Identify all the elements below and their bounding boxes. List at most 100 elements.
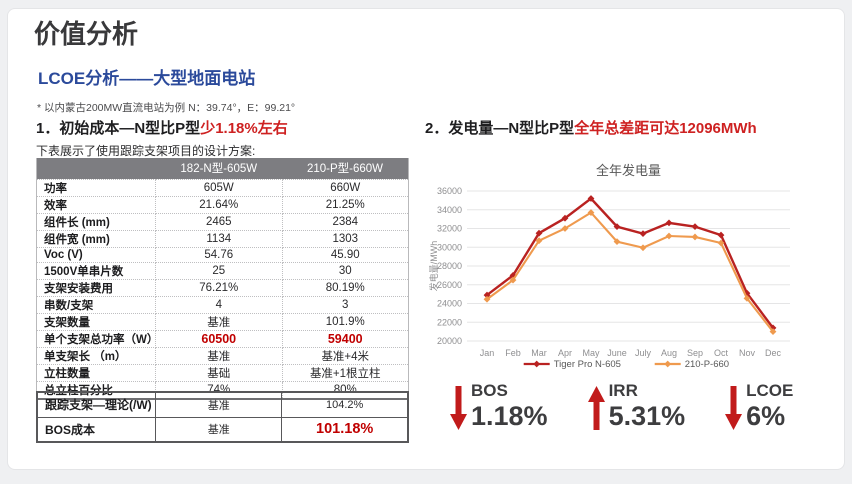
value-cell: 54.76 — [155, 246, 283, 264]
value-cell: 基准+1根立柱 — [281, 364, 409, 383]
value-cell: 76.21% — [155, 279, 283, 298]
value-cell: 21.64% — [155, 195, 283, 214]
data-point-marker — [613, 223, 621, 231]
table-row: 单个支架总功率（W） 60500 59400 — [35, 330, 409, 349]
section-1-heading-highlight: 少1.18%左右 — [200, 120, 288, 137]
table-row: 串数/支架 4 3 — [35, 296, 409, 315]
lcoe-subtitle: LCOE分析——大型地面电站 — [38, 69, 256, 88]
spec-table: 182-N型-605W 210-P型-660W 功率 605W 660W 效率 21.64… — [35, 158, 409, 401]
cost-table: 跟踪支架—理论(/W) 基准 104.2% BOS成本 基准 101.18% — [36, 391, 409, 443]
legend-label: Tiger Pro N-605 — [554, 359, 621, 370]
row-label-cell: 效率 — [35, 195, 157, 214]
down-arrow-icon — [725, 386, 743, 430]
legend-marker — [533, 360, 541, 368]
series-line — [486, 196, 774, 329]
column-header: 182-N型-605W — [155, 158, 282, 179]
value-cell: 45.90 — [281, 246, 409, 264]
y-axis-label: 发电量/MWh — [428, 241, 439, 292]
data-point-marker — [535, 229, 543, 237]
table-row: Voc (V) 54.76 45.90 — [35, 246, 409, 264]
location-note: * 以内蒙古200MW直流电站为例 N：39.74°，E：99.21° — [37, 102, 296, 114]
y-tick-label: 24000 — [437, 299, 462, 309]
x-tick-label: July — [635, 348, 652, 358]
table-row: 1500V单串片数 25 30 — [35, 262, 409, 281]
section-2-heading-prefix: 2．发电量—N型比P型 — [425, 120, 575, 137]
table-row: BOS成本 基准 101.18% — [36, 416, 409, 443]
value-cell: 21.25% — [281, 195, 409, 214]
value-cell: 2465 — [155, 212, 283, 231]
data-point-marker — [691, 233, 699, 241]
table-row: 单支架长 （m） 基准 基准+4米 — [35, 347, 409, 366]
legend-marker — [664, 360, 672, 368]
y-tick-label: 30000 — [437, 242, 462, 252]
data-point-marker — [743, 294, 751, 302]
line-chart-svg: 全年发电量 20000 22000 24000 26000 28000 30000 32000… — [428, 163, 790, 370]
value-cell: 基准 — [155, 391, 283, 418]
spec-table-body: 功率 605W 660W 效率 21.64% 21.25% 组件长 (mm) 2465 2384… — [35, 178, 409, 400]
row-label-cell: 跟踪支架—理论(/W) — [36, 391, 157, 418]
section-2-heading-highlight: 全年总差距可达12096MWh — [574, 120, 757, 137]
table-row: 功率 605W 660W — [35, 178, 409, 197]
annual-generation-chart: 全年发电量 20000 22000 24000 26000 28000 30000 32000… — [425, 158, 805, 376]
column-header: 210-P型-660W — [282, 158, 409, 179]
metric-lcoe: LCOE 6% — [725, 381, 793, 432]
value-cell: 4 — [155, 296, 283, 315]
data-point-marker — [769, 328, 777, 336]
row-label-cell: 支架数量 — [35, 313, 157, 332]
data-point-marker — [613, 238, 621, 246]
data-point-marker — [769, 324, 777, 332]
data-point-marker — [717, 239, 725, 247]
data-point-marker — [717, 231, 725, 239]
x-tick-label: Sep — [687, 348, 703, 358]
table-row: 支架安装费用 76.21% 80.19% — [35, 279, 409, 298]
data-point-marker — [587, 195, 595, 202]
value-cell: 基准 — [155, 347, 283, 366]
data-point-marker — [509, 271, 517, 279]
data-point-marker — [691, 223, 699, 231]
value-cell: 基准 — [155, 313, 283, 332]
row-label-cell: BOS成本 — [36, 416, 157, 443]
metric-value: 6% — [746, 400, 786, 431]
row-label-cell: 功率 — [35, 178, 157, 197]
metric-value: 1.18% — [471, 400, 548, 431]
row-label-cell: 单个支架总功率（W） — [35, 330, 158, 349]
x-tick-label: Feb — [505, 348, 521, 358]
row-label-cell: 支架安装费用 — [35, 279, 157, 298]
value-cell: 60500 — [155, 330, 283, 349]
table-row: 支架数量 基准 101.9% — [35, 313, 409, 332]
x-tick-label: Oct — [714, 348, 729, 358]
row-label-cell: 组件宽 (mm) — [35, 229, 157, 248]
page-title: 价值分析 — [34, 19, 139, 49]
row-label-cell: 串数/支架 — [35, 296, 157, 315]
value-cell: 2384 — [281, 212, 409, 231]
metric-label: BOS — [471, 381, 508, 400]
row-label-cell: 立柱数量 — [35, 364, 157, 383]
metric-bos: BOS 1.18% — [450, 381, 548, 432]
x-tick-label: Jan — [480, 348, 495, 358]
table-row: 效率 21.64% 21.25% — [35, 195, 409, 214]
series-line — [486, 211, 774, 333]
spec-table-header-row: 182-N型-605W 210-P型-660W — [36, 158, 409, 179]
data-point-marker — [587, 209, 595, 216]
value-cell: 基础 — [155, 364, 283, 383]
value-cell: 基准+4米 — [281, 347, 409, 366]
table-row: 组件长 (mm) 2465 2384 — [35, 212, 409, 231]
value-cell: 3 — [281, 296, 409, 315]
y-tick-label: 28000 — [437, 261, 462, 271]
data-point-marker — [535, 237, 543, 245]
value-cell: 101.18% — [281, 416, 409, 443]
value-cell: 25 — [155, 262, 283, 281]
row-label-cell: Voc (V) — [35, 246, 157, 264]
value-cell: 基准 — [155, 416, 283, 443]
value-cell: 1134 — [155, 229, 283, 248]
spec-table-caption: 下表展示了使用跟踪支架项目的设计方案: — [36, 144, 256, 158]
data-point-marker — [561, 225, 569, 232]
x-tick-label: June — [607, 348, 627, 358]
value-cell: 1303 — [281, 229, 409, 248]
down-arrow-icon — [450, 386, 467, 430]
row-label-cell: 1500V单串片数 — [35, 262, 157, 281]
value-cell: 605W — [155, 178, 283, 197]
x-tick-label: May — [582, 348, 600, 358]
metric-label: IRR — [608, 381, 638, 400]
data-point-marker — [639, 230, 647, 238]
